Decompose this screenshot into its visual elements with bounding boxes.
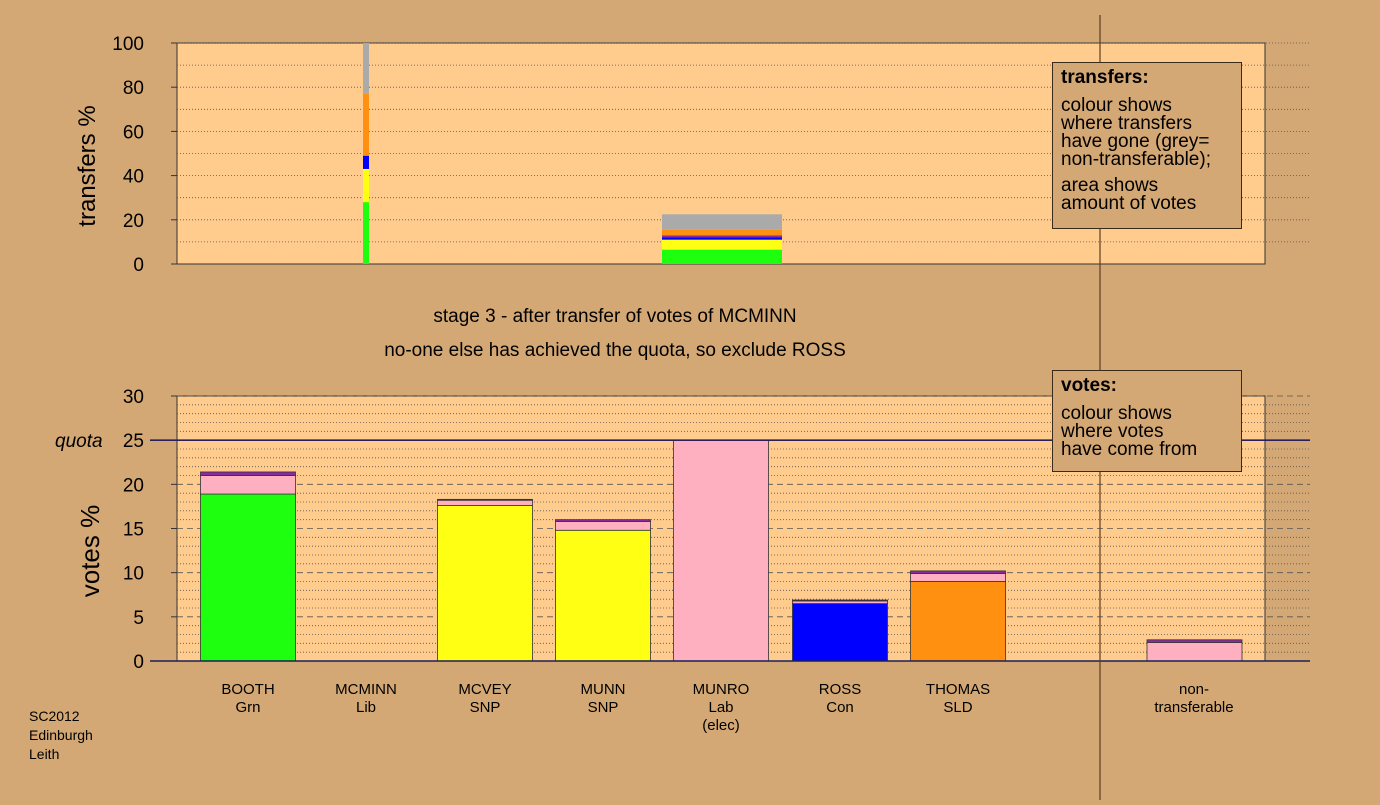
transfer-segment-munro [662,249,782,264]
transfers-y-axis-label: transfers % [74,105,101,226]
transfers-y-tick-label: 60 [123,122,144,143]
transfer-segment-mcminn [363,93,369,156]
vote-segment-mcvey [437,499,533,506]
votes-y-tick-label: 15 [123,520,144,541]
candidate-status-label: (elec) [702,717,740,734]
transfers-legend-line: have gone (grey= [1061,131,1210,152]
transfers-legend-line: non-transferable); [1061,149,1211,170]
transfer-segment-munro [662,237,782,240]
candidate-name-label: BOOTH [221,681,274,698]
candidate-name-label: THOMAS [926,681,990,698]
vote-segment-mcvey [437,505,533,662]
nontransferable-label: non- [1179,681,1209,698]
nontransferable-segment [1146,639,1243,643]
transfers-y-tick-label: 20 [123,211,144,232]
credit-line: SC2012 [29,708,80,724]
nontransferable-segment [1146,642,1243,662]
candidate-party-label: Grn [235,699,260,716]
candidate-name-label: MUNRO [693,681,750,698]
election-credit: SC2012 Edinburgh Leith [29,707,93,764]
candidate-party-label: SLD [943,699,972,716]
transfer-segment-munro [662,239,782,250]
candidate-name-label: MCVEY [458,681,511,698]
transfer-segment-mcminn [363,43,369,94]
vote-segment-thomas [910,581,1006,662]
transfers-y-tick-label: 80 [123,78,144,99]
votes-y-tick-label: 30 [123,387,144,408]
votes-y-tick-label: 25 [123,431,144,452]
votes-legend: votes: colour shows where votes have com… [1052,370,1242,472]
vote-segment-munn [555,519,651,522]
candidate-party-label: SNP [470,699,501,716]
vote-segment-booth [200,493,296,662]
candidate-name-label: MUNN [581,681,626,698]
transfers-legend-line: where transfers [1061,113,1192,134]
transfers-legend-line: colour shows [1061,95,1172,116]
transfers-y-tick-label: 0 [133,255,144,276]
transfers-legend: transfers: colour shows where transfers … [1052,62,1242,229]
vote-segment-booth [200,475,296,495]
transfer-segment-munro [662,235,782,238]
vote-segment-mcvey [437,498,533,501]
vote-segment-munn [555,529,651,662]
candidate-party-label: Con [826,699,854,716]
transfers-legend-line: amount of votes [1061,193,1197,214]
vote-segment-ross [792,603,888,662]
vote-segment-ross [792,599,888,602]
credit-line: Leith [29,746,60,762]
transfers-y-tick-label: 40 [123,167,144,188]
quota-label: quota [55,431,103,452]
stage-caption: stage 3 - after transfer of votes of MCM… [433,306,797,327]
transfers-legend-line: area shows [1061,175,1159,196]
candidate-party-label: Lab [708,699,733,716]
nontransferable-label: transferable [1154,699,1233,716]
vote-segment-booth [200,471,296,476]
candidate-name-label: ROSS [819,681,862,698]
votes-legend-line: where votes [1061,421,1164,442]
transfer-segment-munro [662,214,782,230]
votes-y-axis-label: votes % [75,505,105,598]
credit-line: Edinburgh [29,727,93,743]
candidate-name-label: MCMINN [335,681,397,698]
transfers-y-tick-label: 100 [112,34,144,55]
transfer-segment-mcminn [363,202,369,264]
transfer-segment-mcminn [363,168,369,203]
vote-segment-munn [555,521,651,531]
votes-y-tick-label: 20 [123,475,144,496]
exclusion-caption: no-one else has achieved the quota, so e… [384,340,846,361]
vote-segment-thomas [910,573,1006,582]
transfer-segment-munro [662,229,782,236]
votes-legend-title: votes: [1061,375,1117,396]
transfers-legend-title: transfers: [1061,67,1149,88]
votes-y-tick-label: 0 [133,652,144,673]
votes-legend-line: have come from [1061,439,1198,460]
candidate-party-label: Lib [356,699,376,716]
votes-y-tick-label: 5 [133,608,144,629]
candidate-party-label: SNP [588,699,619,716]
votes-y-tick-label: 10 [123,564,144,585]
transfer-segment-mcminn [363,155,369,169]
vote-segment-thomas [910,570,1006,574]
votes-legend-line: colour shows [1061,403,1172,424]
vote-segment-munro [673,439,769,662]
